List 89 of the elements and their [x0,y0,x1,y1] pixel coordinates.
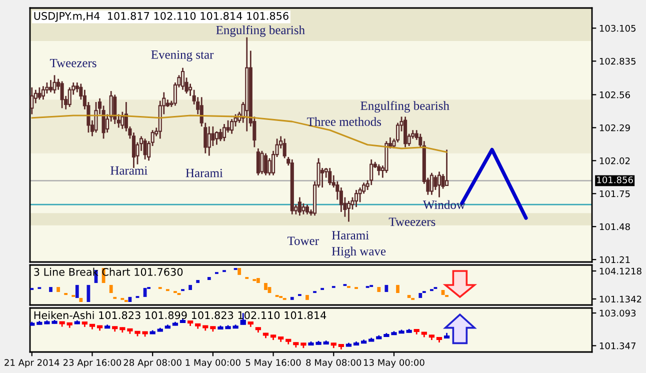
y-tick-label: 102.02 [600,157,630,164]
bar [75,284,79,298]
candlestick [211,126,215,147]
candlestick [282,138,286,159]
bar [238,268,242,275]
candlestick [222,123,226,142]
candlestick [52,74,56,94]
bar [49,287,52,292]
candlestick [41,85,45,100]
bar [396,284,400,294]
annotation: Tower [287,236,319,246]
candlestick [218,128,222,142]
annotation: Harami [110,166,148,175]
bar [188,284,192,290]
candlestick [260,150,264,175]
candlestick [404,116,408,148]
x-tick-label: 8 May 08:00 [306,359,362,368]
bar [384,284,388,292]
x-tick-label: 13 May 00:00 [364,359,424,368]
annotation: High wave [332,246,386,258]
candlestick [305,204,310,216]
annotation: Engulfing bearish [360,101,450,113]
candlestick [180,67,185,91]
y-tick-label: 102.835 [600,58,636,65]
bar [290,296,294,300]
y-tick-label: 101.75 [600,190,630,198]
candlestick [38,86,42,100]
candlestick [60,80,64,109]
candlestick [354,189,358,208]
annotation: Engulfing bearish [216,25,305,37]
bar [30,288,34,290]
candlestick [430,172,434,196]
ref-line-label: 101.856 [597,176,633,184]
candlestick [445,148,449,186]
bar [418,293,422,298]
bar [196,280,200,283]
y-tick-label: 101.48 [600,223,630,230]
y-tick-label: 103.093 [600,310,636,317]
candlestick [143,138,147,160]
candlestick [207,126,211,156]
x-tick-label: 5 May 16:00 [246,359,301,368]
candlestick [120,111,124,130]
bar [377,287,381,292]
candlestick [94,101,98,134]
candlestick [256,148,260,176]
bar [264,282,268,290]
candlestick [113,94,117,125]
bar [56,287,60,292]
bar [207,276,211,280]
bar [407,294,411,298]
y-tick-label: 102.29 [600,124,630,132]
x-tick-label: 28 Apr 08:00 [124,359,182,368]
candlestick [268,158,272,176]
bar [370,284,374,288]
candlestick [298,196,302,216]
annotation: Tweezers [388,218,436,226]
bar [79,298,83,302]
candlestick [328,167,332,186]
candlestick [230,118,234,134]
candlestick [346,200,350,222]
y-tick-label: 102.56 [600,91,630,98]
x-tick-label: 1 May 00:00 [186,359,240,368]
candlestick [370,158,374,186]
y-tick-label: 101.1342 [600,296,642,303]
bar [256,278,260,283]
x-tick-label: 23 Apr 16:00 [63,359,122,368]
candlestick [214,130,218,146]
bar [441,290,445,295]
candlestick [48,79,53,93]
chart-title: USDJPY.m,H4 101.817 102.110 101.814 101.856 [34,12,288,22]
y-tick-label: 101.21 [600,256,630,264]
annotation: Harami [186,168,223,178]
candlestick [377,164,381,176]
y-tick-label: 104.1218 [600,268,642,275]
annotation: Three methods [307,117,382,126]
candlestick [437,170,442,198]
candlestick [302,202,306,216]
candlestick [264,152,268,176]
y-tick-label: 103.105 [600,24,636,32]
annotation: Evening star [151,50,214,62]
annotation: Tweezers [50,58,96,68]
y-tick-label: 101.347 [600,342,636,350]
candlestick [358,186,362,203]
x-tick-label: 21 Apr 2014 [4,359,60,368]
annotation: Harami [332,231,369,240]
bar [320,288,324,290]
candlestick [68,86,72,108]
bar [306,294,309,300]
bar [109,284,113,294]
